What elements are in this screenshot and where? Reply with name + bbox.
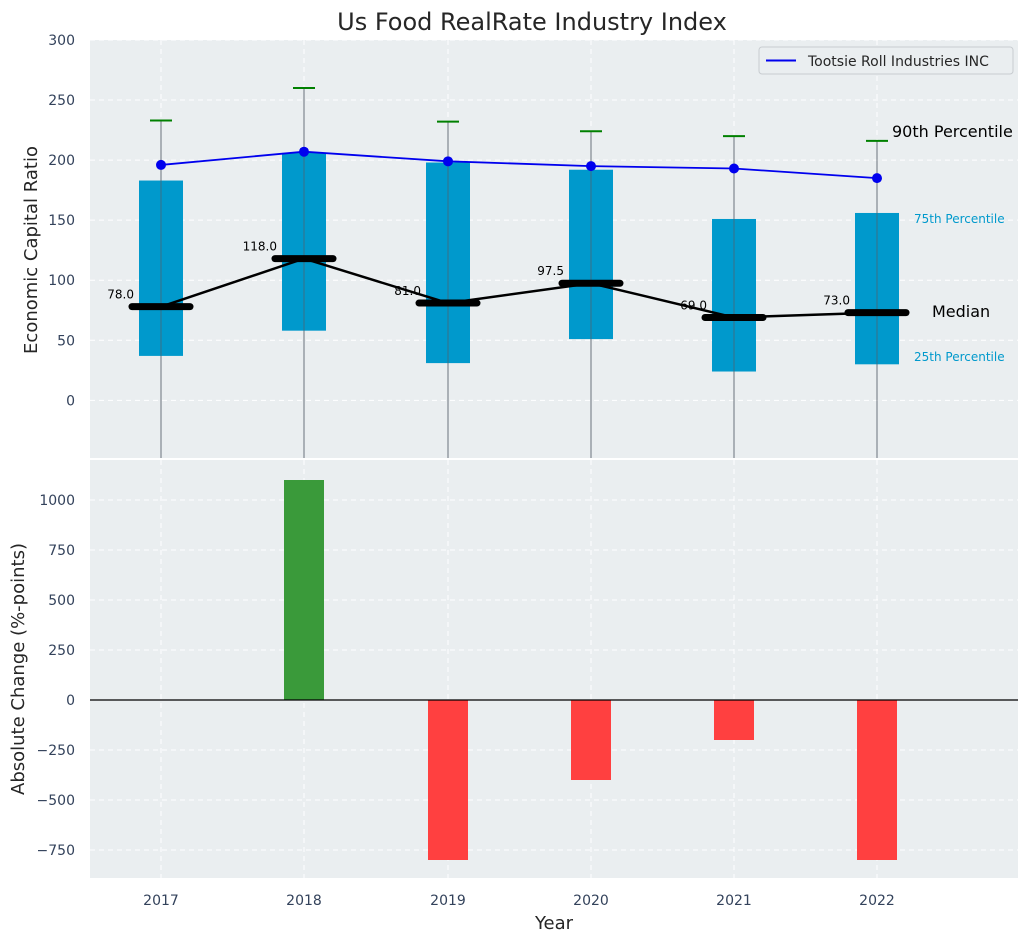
x-tick-label: 2018	[286, 893, 322, 909]
top-y-axis-label: Economic Capital Ratio	[21, 146, 42, 354]
change-bar	[284, 480, 324, 700]
top-y-tick-label: 250	[48, 93, 75, 109]
median-value-label: 81.0	[394, 284, 421, 298]
bottom-y-tick-label: 750	[48, 543, 75, 559]
company-line	[160, 150, 878, 180]
top-y-tick-label: 200	[48, 153, 75, 169]
top-panel: 0 50 100 150 200 250 300 78.0 118.0 81.0 97.5 69.0…	[21, 33, 1018, 458]
bottom-y-tick-label: −750	[37, 843, 75, 859]
annotation-75th: 75th Percentile	[914, 212, 1005, 226]
annotation-90th: 90th Percentile	[892, 122, 1013, 141]
bottom-y-tick-label: 0	[66, 693, 75, 709]
legend: Tootsie Roll Industries INC	[758, 46, 1014, 75]
bottom-y-tick-label: 1000	[39, 493, 75, 509]
change-bar	[857, 700, 897, 860]
bottom-y-axis-label: Absolute Change (%-points)	[8, 543, 29, 795]
bottom-y-tick-label: 250	[48, 643, 75, 659]
company-point	[586, 161, 596, 172]
median-value-label: 73.0	[823, 294, 850, 308]
company-point	[729, 163, 739, 174]
x-tick-label: 2021	[716, 893, 752, 909]
top-y-tick-label: 0	[66, 393, 75, 409]
x-tick-label: 2022	[859, 893, 895, 909]
top-y-tick-label: 150	[48, 213, 75, 229]
median-value-label: 78.0	[107, 288, 134, 302]
x-tick-label: 2020	[573, 893, 609, 909]
x-axis-label: Year	[534, 913, 574, 934]
change-bar	[428, 700, 468, 860]
bottom-y-tick-label: 500	[48, 593, 75, 609]
top-y-tick-label: 50	[57, 333, 75, 349]
top-y-tick-label: 300	[48, 33, 75, 49]
bottom-panel: −750 −500 −250 0 250 500 750 1000 2017 2018 2019 2…	[8, 460, 1018, 934]
annotation-25th: 25th Percentile	[914, 350, 1005, 364]
median-value-label: 97.5	[537, 264, 564, 278]
legend-label: Tootsie Roll Industries INC	[807, 54, 989, 70]
median-value-label: 118.0	[243, 240, 277, 254]
legend-box	[758, 46, 1014, 75]
company-point	[443, 156, 453, 167]
x-tick-label: 2019	[430, 893, 466, 909]
company-point	[299, 146, 309, 157]
change-bar	[571, 700, 611, 780]
change-bar	[714, 700, 754, 740]
chart-title: Us Food RealRate Industry Index	[337, 8, 727, 36]
company-point	[156, 159, 166, 170]
top-y-tick-label: 100	[48, 273, 75, 289]
x-tick-label: 2017	[143, 893, 179, 909]
bottom-y-tick-label: −500	[37, 793, 75, 809]
company-point	[872, 173, 882, 184]
median-value-label: 69.0	[680, 298, 707, 312]
bottom-y-tick-label: −250	[37, 743, 75, 759]
annotation-median: Median	[932, 302, 990, 321]
